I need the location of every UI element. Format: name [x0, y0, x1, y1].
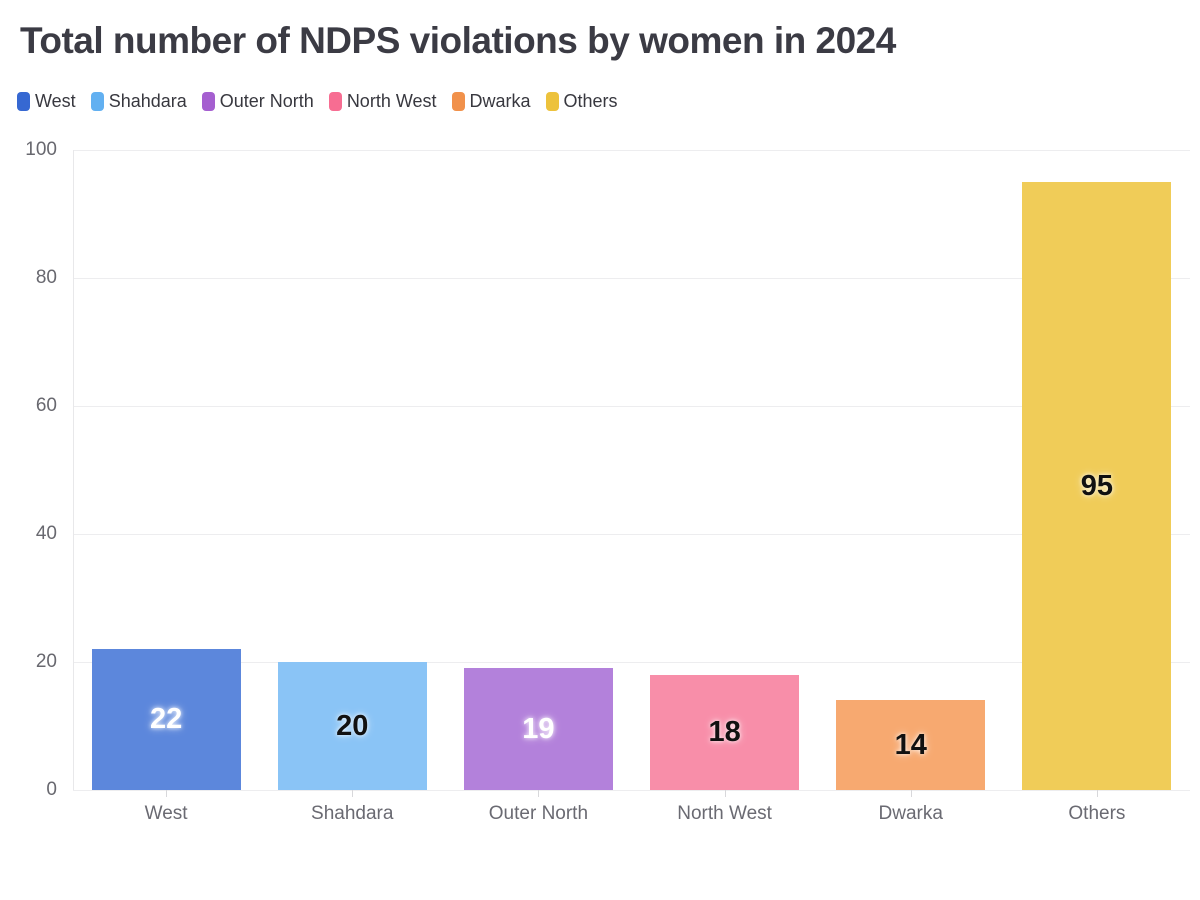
bar-value-label: 18	[708, 715, 741, 748]
legend-item-others[interactable]: Others	[545, 91, 618, 112]
gridline-y20	[73, 661, 1190, 663]
gridline-y60	[73, 405, 1190, 407]
legend-swatch-icon	[201, 92, 215, 111]
gridline-y40	[73, 533, 1190, 535]
y-axis-label-100: 100	[25, 139, 57, 160]
legend-label: Outer North	[219, 91, 314, 111]
legend-label: Others	[563, 91, 618, 111]
bar-value-label: 20	[336, 709, 369, 742]
legend-swatch-icon	[17, 92, 30, 111]
x-axis-label-dwarka: Dwarka	[878, 803, 943, 824]
legend-item-shahdara[interactable]: Shahdara	[90, 91, 187, 112]
x-axis-label-shahdara: Shahdara	[311, 803, 394, 824]
legend-item-west[interactable]: West	[17, 91, 76, 112]
legend-swatch-icon	[328, 92, 342, 111]
gridline-y80	[73, 277, 1190, 279]
gridline-y100	[73, 149, 1190, 151]
bar-west[interactable]: 22	[91, 649, 241, 790]
legend-label: Shahdara	[108, 91, 187, 111]
x-axis-label-outer-north: Outer North	[488, 803, 589, 824]
bar-shahdara[interactable]: 20	[277, 662, 427, 790]
bar-value-label: 22	[149, 703, 183, 736]
x-axis-label-others: Others	[1068, 803, 1126, 824]
legend-swatch-icon	[90, 92, 104, 111]
bar-value-label: 14	[894, 728, 927, 761]
legend-label: West	[35, 91, 76, 111]
y-axis-label-40: 40	[35, 523, 57, 544]
x-axis-tick	[538, 790, 540, 797]
legend-item-outer-north[interactable]: Outer North	[201, 91, 314, 112]
bar-outer-north[interactable]: 19	[463, 668, 613, 790]
legend-item-north-west[interactable]: North West	[328, 91, 437, 112]
legend-label: Dwarka	[469, 91, 531, 111]
legend-label: North West	[346, 91, 437, 111]
gridline-y0	[73, 789, 1190, 791]
x-axis-tick	[166, 790, 168, 797]
x-axis-label-north-west: North West	[677, 803, 772, 824]
x-axis-tick	[1096, 790, 1098, 797]
x-axis-tick	[910, 790, 912, 797]
x-axis-label-west: West	[144, 803, 188, 824]
legend: West Shahdara Outer North North West Dwarka O…	[17, 91, 618, 112]
y-axis-label-60: 60	[35, 395, 57, 416]
legend-swatch-icon	[451, 92, 465, 111]
bar-north-west[interactable]: 18	[650, 674, 800, 790]
legend-item-dwarka[interactable]: Dwarka	[451, 91, 531, 112]
y-axis-line	[73, 150, 74, 790]
chart-title: Total number of NDPS violations by women…	[20, 20, 896, 61]
y-axis-label-20: 20	[35, 651, 57, 672]
legend-swatch-icon	[545, 92, 559, 111]
y-axis-label-80: 80	[35, 267, 57, 288]
bar-value-label: 95	[1080, 469, 1114, 502]
y-axis-label-0: 0	[46, 779, 57, 800]
bar-others[interactable]: 95	[1022, 182, 1172, 790]
bar-value-label: 19	[522, 712, 555, 745]
x-axis-tick	[724, 790, 726, 797]
x-axis-tick	[352, 790, 354, 797]
bar-dwarka[interactable]: 14	[836, 700, 986, 790]
